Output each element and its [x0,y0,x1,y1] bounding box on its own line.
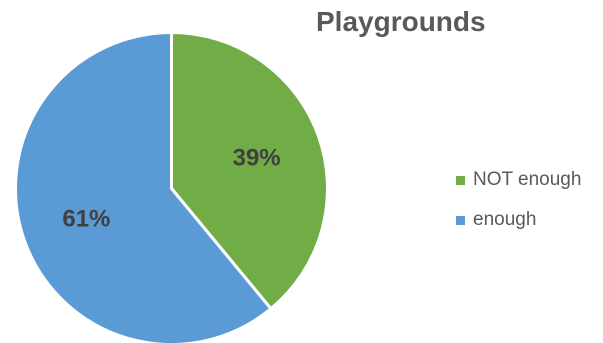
legend-item-enough: enough [456,206,581,234]
chart-title: Playgrounds [316,6,486,37]
data-label-enough: 61% [62,206,110,233]
legend-swatch-not-enough [456,175,465,185]
legend-item-not-enough: NOT enough [456,166,581,194]
legend-label-not-enough: NOT enough [473,169,582,190]
legend-label-enough: enough [473,209,537,230]
legend: NOT enough enough [456,166,581,246]
data-label-not-enough: 39% [233,144,281,171]
pie-slice-not-enough [170,31,329,311]
legend-swatch-enough [456,215,465,225]
